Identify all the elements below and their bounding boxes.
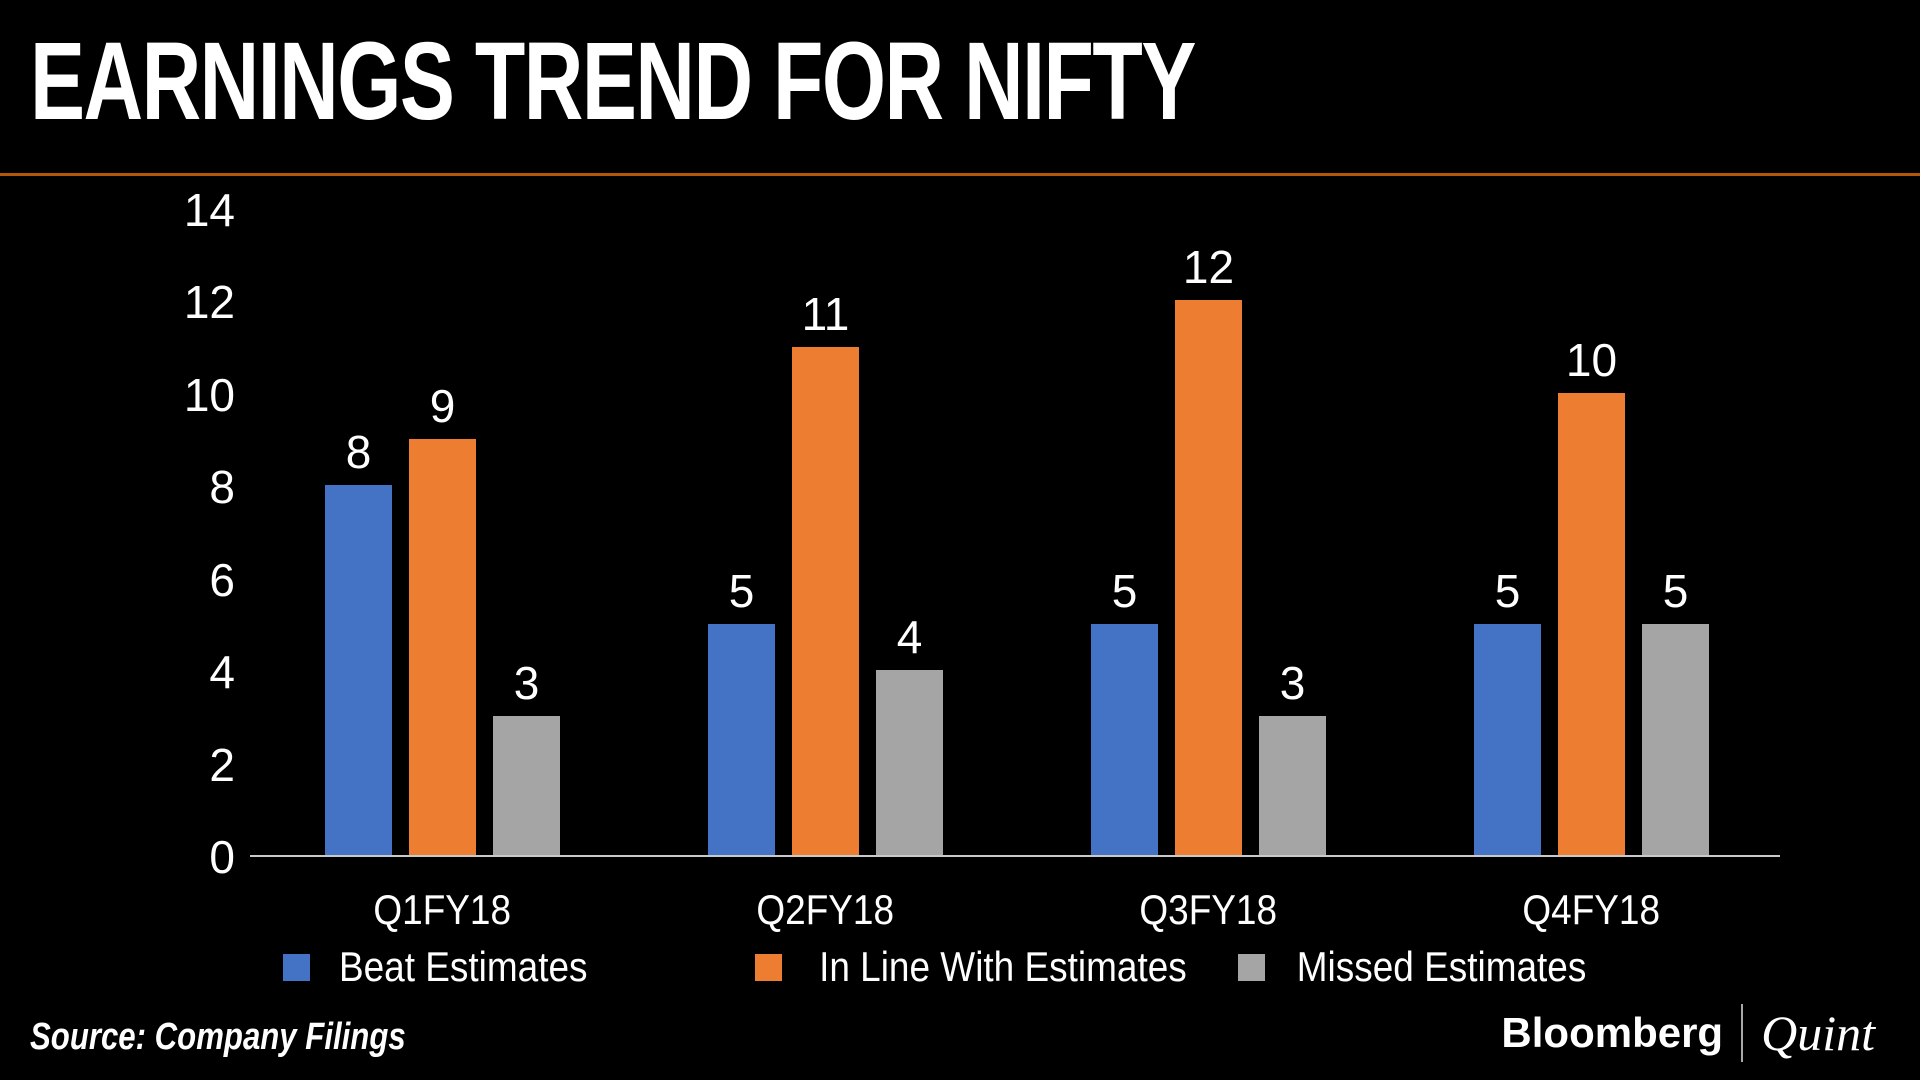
y-axis-tick-label: 10 [183,368,235,421]
source-note-text: Source: Company Filings [30,1016,406,1058]
bar-value-label: 9 [429,380,456,433]
x-axis-category-text: Q3FY18 [1139,886,1277,933]
bar-with-label: 5 [1091,564,1158,855]
legend-label-text: In Line With Estimates [819,943,1187,990]
legend-label: In Line With Estimates [794,945,1212,989]
title-divider-line [0,173,1920,176]
bar [409,439,476,855]
bar-value-label: 10 [1565,333,1618,386]
legend-swatch [283,953,310,981]
brand-logo: Bloomberg Quint [1501,1004,1875,1062]
bar-with-label: 5 [1642,564,1709,855]
bar-chart: 8 9 3 5 11 4 5 12 3 5 10 5 0 2 4 6 8 10 12 14 Q1FY18 Q2FY18 Q… [0,184,1920,940]
x-axis-category-text: Q4FY18 [1522,886,1660,933]
bar [708,623,775,855]
bar-group: 5 12 3 [1091,240,1326,855]
legend-label-text: Missed Estimates [1296,943,1587,990]
y-axis-tick-label: 8 [209,461,235,514]
bar-with-label: 5 [708,564,775,855]
bar [876,670,943,855]
bar [1259,716,1326,855]
bar-value-label: 8 [345,426,372,479]
legend-swatch [755,953,782,981]
page-title-text: EARNINGS TREND FOR NIFTY [30,20,1196,143]
bar-value-label: 3 [1279,657,1306,710]
y-axis-tick-label: 12 [183,276,235,329]
legend-label-text: Beat Estimates [338,943,588,990]
y-axis-tick-label: 2 [209,738,235,791]
bar [1175,300,1242,855]
x-axis-category-label: Q3FY18 [1078,886,1338,934]
y-axis-tick-label: 14 [183,184,235,236]
bar-value-label: 12 [1182,241,1235,294]
bar-value-label: 5 [1111,564,1138,617]
bar-group: 5 11 4 [708,287,943,855]
legend-item: In Line With Estimates [755,945,1212,989]
brand-divider [1741,1004,1744,1062]
bar-value-label: 3 [513,657,540,710]
bar-value-label: 5 [728,564,755,617]
bar [325,485,392,855]
y-axis-tick-label: 6 [209,553,235,606]
bar-with-label: 9 [409,379,476,855]
chart-legend: Beat Estimates In Line With Estimates Miss… [0,945,1920,989]
y-axis-tick-label: 4 [209,646,235,699]
bar-with-label: 11 [792,287,859,855]
page-title: EARNINGS TREND FOR NIFTY [30,26,1583,138]
bar-value-label: 5 [1494,564,1521,617]
legend-label: Missed Estimates [1277,945,1606,989]
legend-label: Beat Estimates [322,945,604,989]
bar-with-label: 5 [1474,564,1541,855]
x-axis-category-label: Q1FY18 [312,886,572,934]
legend-item: Beat Estimates [283,945,604,989]
x-axis-category-label: Q2FY18 [695,886,955,934]
bar [1091,623,1158,855]
bar-group: 5 10 5 [1474,333,1709,855]
bar [1474,623,1541,855]
x-axis-category-label: Q4FY18 [1461,886,1721,934]
bar-with-label: 8 [325,425,392,855]
bar-value-label: 5 [1662,564,1689,617]
bar-group: 8 9 3 [325,379,560,855]
bar-with-label: 12 [1175,240,1242,855]
bar-with-label: 10 [1558,333,1625,855]
x-axis-category-text: Q2FY18 [756,886,894,933]
quint-logo: Quint [1761,1005,1875,1061]
bar-with-label: 4 [876,610,943,855]
plot-area: 8 9 3 5 11 4 5 12 3 5 10 5 [250,210,1780,857]
x-axis-category-text: Q1FY18 [373,886,511,933]
bar-value-label: 4 [896,611,923,664]
legend-swatch [1238,953,1265,981]
legend-item: Missed Estimates [1238,945,1606,989]
bar [792,346,859,855]
bar-with-label: 3 [1259,656,1326,855]
source-note: Source: Company Filings [30,1016,488,1059]
bar [1558,392,1625,855]
bloomberg-logo: Bloomberg [1501,1009,1724,1056]
bar-value-label: 11 [801,287,850,340]
bar-with-label: 3 [493,656,560,855]
bar [493,716,560,855]
y-axis-tick-label: 0 [209,831,235,883]
bar [1642,623,1709,855]
